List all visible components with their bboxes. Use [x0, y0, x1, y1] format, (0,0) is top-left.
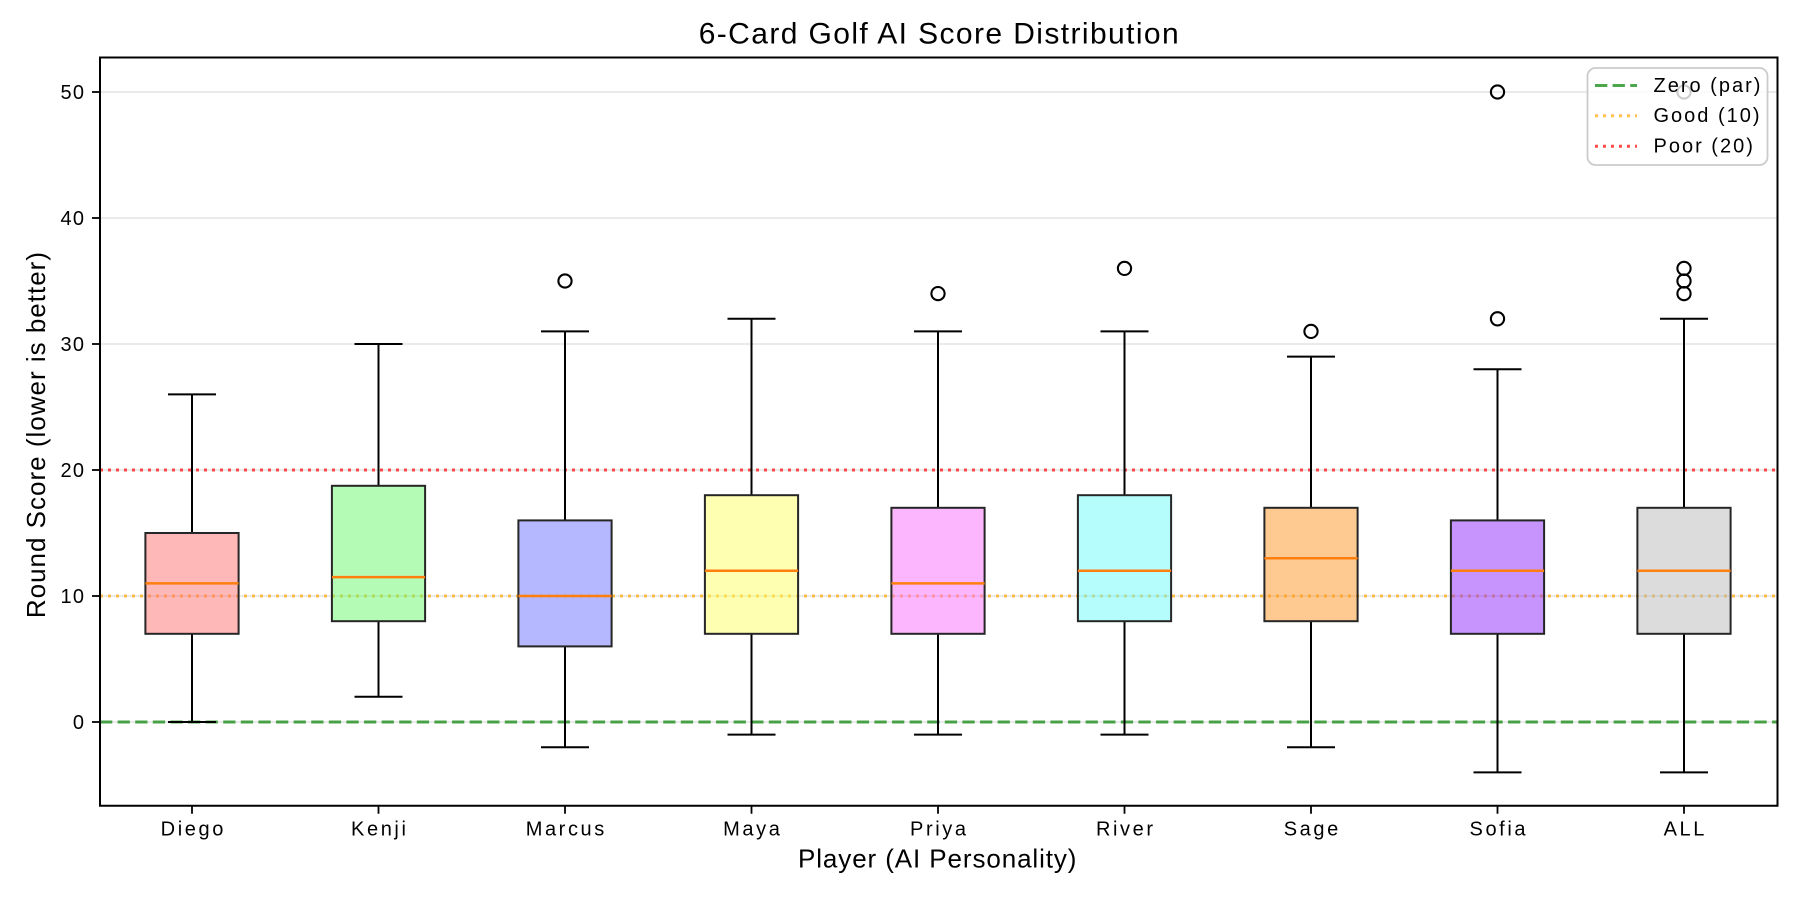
svg-text:ALL: ALL [1664, 819, 1707, 841]
svg-text:Sofia: Sofia [1470, 819, 1529, 841]
svg-text:Zero (par): Zero (par) [1654, 75, 1763, 97]
svg-text:0: 0 [73, 712, 85, 734]
svg-text:Priya: Priya [910, 819, 969, 841]
svg-text:Sage: Sage [1284, 819, 1341, 841]
svg-text:40: 40 [61, 208, 86, 230]
svg-text:20: 20 [61, 460, 86, 482]
svg-text:Diego: Diego [161, 819, 226, 841]
svg-text:Kenji: Kenji [351, 819, 408, 841]
svg-text:50: 50 [61, 82, 86, 104]
svg-text:10: 10 [61, 586, 86, 608]
svg-text:Good (10): Good (10) [1654, 105, 1762, 127]
svg-text:Poor (20): Poor (20) [1654, 135, 1755, 157]
svg-text:Marcus: Marcus [526, 819, 607, 841]
svg-text:Player (AI Personality): Player (AI Personality) [798, 844, 1077, 874]
svg-text:6-Card Golf AI Score Distribut: 6-Card Golf AI Score Distribution [699, 18, 1180, 51]
svg-text:Maya: Maya [723, 819, 782, 841]
svg-text:River: River [1096, 819, 1156, 841]
svg-text:Round Score (lower is better): Round Score (lower is better) [21, 251, 51, 618]
svg-text:30: 30 [61, 334, 86, 356]
